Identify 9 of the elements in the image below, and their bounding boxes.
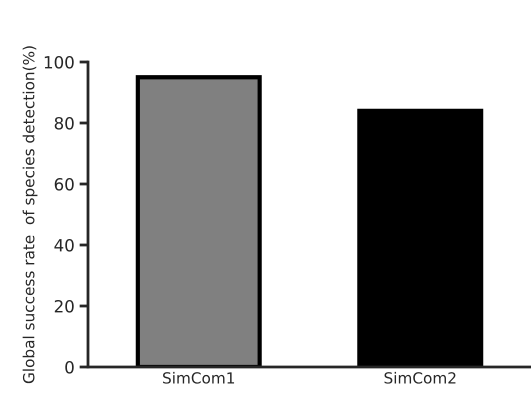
- x-tick-label: SimCom2: [384, 372, 456, 384]
- y-tick-label: 100: [44, 56, 74, 69]
- y-axis-title: Global success rate of species detection(%): [22, 46, 38, 384]
- y-tick-label: 80: [54, 116, 74, 130]
- y-tick-label: 20: [54, 300, 74, 313]
- y-tick-label: 40: [54, 238, 74, 252]
- y-tick-label: 60: [54, 178, 74, 191]
- x-tick-label: SimCom1: [163, 372, 234, 384]
- y-tick-label: 0: [65, 360, 74, 374]
